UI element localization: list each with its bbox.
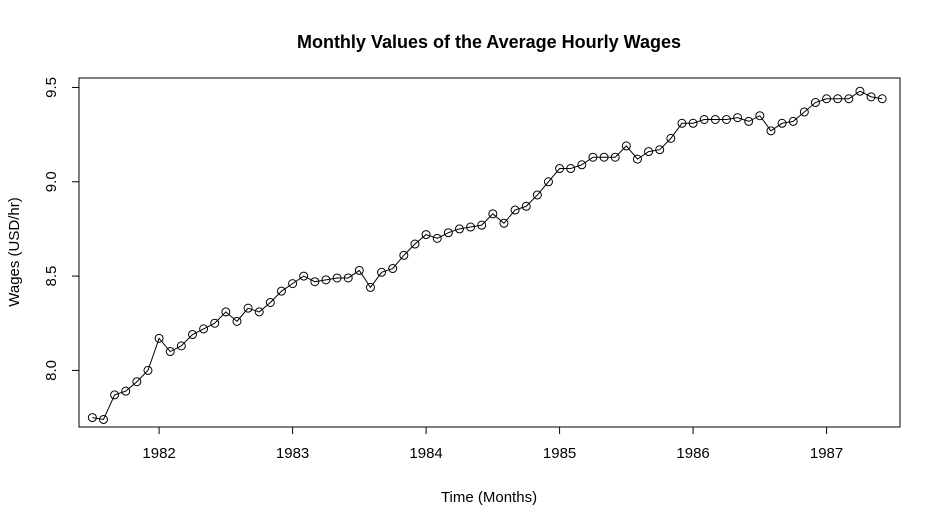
- data-point: [454, 224, 464, 234]
- data-point: [254, 307, 264, 317]
- data-point: [677, 118, 687, 128]
- data-point: [132, 377, 142, 387]
- y-tick-label: 8.0: [43, 360, 60, 381]
- data-point: [432, 233, 442, 243]
- data-point: [243, 303, 253, 313]
- data-point: [121, 386, 131, 396]
- data-point: [421, 230, 431, 240]
- data-point: [165, 347, 175, 357]
- data-point: [621, 141, 631, 151]
- data-point: [87, 413, 97, 423]
- y-tick-label: 8.5: [43, 266, 60, 287]
- data-point: [566, 164, 576, 174]
- x-tick-label: 1982: [142, 445, 175, 462]
- data-point: [577, 160, 587, 170]
- x-tick-label: 1984: [409, 445, 442, 462]
- data-point: [377, 267, 387, 277]
- data-point: [354, 265, 364, 275]
- data-point: [232, 316, 242, 326]
- data-point: [632, 154, 642, 164]
- x-tick-label: 1986: [676, 445, 709, 462]
- wage-series-line: [92, 90, 883, 421]
- data-point: [532, 190, 542, 200]
- data-point: [521, 201, 531, 211]
- data-point: [466, 222, 476, 232]
- data-point: [499, 218, 509, 228]
- data-point: [332, 273, 342, 283]
- data-point: [98, 414, 108, 424]
- y-tick-label: 9.0: [43, 171, 60, 192]
- y-axis-label: Wages (USD/hr): [6, 197, 23, 306]
- x-axis-label: Time (Months): [441, 489, 537, 506]
- y-tick-label: 9.5: [43, 77, 60, 98]
- data-point: [510, 205, 520, 215]
- data-point: [588, 152, 598, 162]
- data-point: [721, 115, 731, 124]
- x-tick-label: 1983: [276, 445, 309, 462]
- data-point: [810, 98, 820, 108]
- data-point: [755, 111, 765, 121]
- data-point: [666, 133, 676, 143]
- data-point: [187, 330, 197, 340]
- data-point: [199, 324, 209, 334]
- data-point: [321, 275, 331, 285]
- data-point: [833, 94, 843, 104]
- data-point: [733, 113, 743, 123]
- data-point: [488, 209, 498, 219]
- data-point: [399, 250, 409, 260]
- data-point: [443, 228, 453, 238]
- data-point: [644, 147, 654, 157]
- data-point: [610, 152, 620, 162]
- data-point: [788, 116, 798, 126]
- data-point: [543, 177, 553, 187]
- data-point: [688, 118, 698, 128]
- data-point: [799, 107, 809, 117]
- x-tick-label: 1985: [543, 445, 576, 462]
- data-point: [288, 279, 298, 289]
- data-point: [766, 126, 776, 136]
- data-point: [265, 297, 275, 307]
- data-point: [221, 307, 231, 317]
- x-tick-label: 1987: [810, 445, 843, 462]
- data-point: [477, 220, 487, 230]
- data-point: [822, 94, 832, 104]
- data-point: [866, 92, 876, 102]
- chart-title: Monthly Values of the Average Hourly Wag…: [297, 32, 681, 52]
- data-point: [655, 145, 665, 155]
- data-point: [365, 282, 375, 292]
- y-axis: 8.0 8.5 9.0 9.5: [43, 77, 80, 381]
- data-point: [744, 116, 754, 126]
- data-point: [699, 115, 709, 124]
- data-point: [855, 86, 865, 96]
- data-point: [154, 333, 164, 343]
- data-point: [110, 390, 120, 400]
- plot-frame: [78, 77, 901, 428]
- data-point: [844, 94, 854, 104]
- data-point: [176, 341, 186, 351]
- data-point: [299, 271, 309, 281]
- data-point: [388, 264, 398, 274]
- data-point: [710, 115, 720, 124]
- data-point: [599, 152, 609, 162]
- data-point: [310, 277, 320, 287]
- data-point: [276, 286, 286, 296]
- x-axis: 1982 1983 1984 1985 1986 1987: [142, 426, 843, 462]
- data-points: [87, 86, 887, 424]
- data-point: [343, 273, 353, 283]
- data-point: [210, 318, 220, 328]
- data-point: [143, 365, 153, 375]
- data-point: [877, 94, 887, 104]
- data-point: [555, 164, 565, 174]
- data-point: [777, 118, 787, 128]
- data-point: [410, 239, 420, 249]
